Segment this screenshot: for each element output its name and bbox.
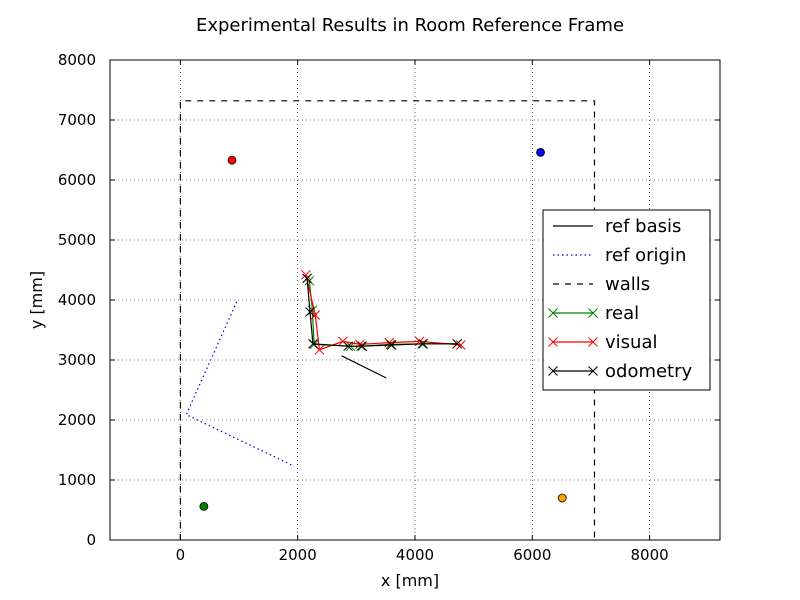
- series-line: [306, 278, 458, 347]
- legend-label: ref origin: [605, 245, 686, 266]
- reference-point: [557, 493, 567, 503]
- series-odometry: [302, 273, 463, 352]
- series-marker: [301, 269, 311, 280]
- legend-entry: walls: [553, 274, 650, 295]
- y-tick-label: 5000: [58, 231, 96, 249]
- series-line: [308, 280, 458, 347]
- series-visual: [301, 269, 466, 355]
- y-tick-label: 0: [86, 531, 96, 549]
- series-marker: [386, 340, 397, 350]
- y-tick-label: 2000: [58, 411, 96, 429]
- legend-entry: ref origin: [553, 245, 686, 266]
- legend: ref basis ref origin walls real visual odomet…: [542, 209, 711, 391]
- series-real: [304, 275, 463, 352]
- legend-marker: [548, 366, 558, 376]
- legend-entry: ref basis: [553, 216, 681, 237]
- legend-marker: [588, 366, 598, 376]
- legend-label: visual: [605, 332, 657, 353]
- series-marker: [305, 307, 315, 317]
- x-tick-label: 2000: [279, 546, 317, 564]
- chart-title: Experimental Results in Room Reference F…: [196, 15, 624, 36]
- y-ticks: 0 1000 2000 3000 4000 5000 6000 7000 8000: [58, 51, 720, 549]
- legend-entry: visual: [548, 332, 657, 353]
- y-tick-label: 6000: [58, 171, 96, 189]
- legend-entry: odometry: [548, 361, 693, 382]
- y-tick-label: 1000: [58, 471, 96, 489]
- series-marker: [343, 341, 353, 352]
- legend-label: real: [605, 303, 639, 324]
- y-tick-label: 4000: [58, 291, 96, 309]
- legend-box: [542, 209, 711, 391]
- series-marker: [302, 273, 312, 284]
- reference-point: [227, 155, 237, 165]
- series-marker: [455, 340, 466, 350]
- series-marker: [452, 338, 463, 349]
- reference-point: [199, 501, 209, 511]
- reference-point: [536, 147, 545, 157]
- series-marker: [310, 310, 321, 320]
- legend-entry: real: [548, 303, 639, 324]
- x-tick-label: 0: [176, 546, 186, 564]
- extra-points: [199, 147, 567, 511]
- series-ref-origin: [185, 301, 295, 467]
- legend-marker: [548, 308, 558, 318]
- x-axis-label: x [mm]: [381, 571, 439, 590]
- legend-label: odometry: [605, 361, 693, 382]
- series-line: [341, 355, 387, 379]
- legend-marker: [588, 337, 598, 347]
- y-tick-label: 7000: [58, 111, 96, 129]
- legend-marker: [548, 337, 558, 347]
- legend-label: ref basis: [605, 216, 681, 237]
- series-line: [185, 301, 295, 467]
- y-tick-label: 8000: [58, 51, 96, 69]
- x-ticks: 0 2000 4000 6000 8000: [176, 60, 669, 564]
- y-tick-label: 3000: [58, 351, 96, 369]
- x-tick-label: 4000: [396, 546, 434, 564]
- series-marker: [418, 338, 429, 349]
- series-marker: [357, 341, 368, 352]
- x-tick-label: 8000: [631, 546, 669, 564]
- x-tick-label: 6000: [513, 546, 551, 564]
- series-marker: [308, 338, 318, 349]
- y-axis-label: y [mm]: [27, 271, 46, 329]
- series-line: [305, 274, 461, 351]
- legend-marker: [588, 308, 598, 318]
- series-ref-basis: [341, 355, 387, 379]
- legend-label: walls: [605, 274, 650, 295]
